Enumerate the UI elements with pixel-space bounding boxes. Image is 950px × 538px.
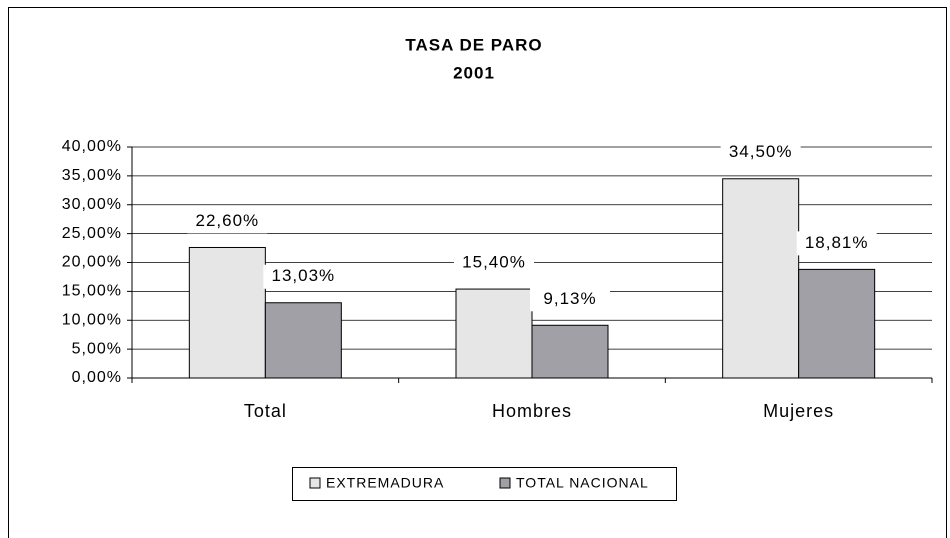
y-tick-label: 40,00% xyxy=(62,138,122,155)
chart-title: TASA DE PARO xyxy=(405,35,542,54)
bar xyxy=(264,302,342,379)
value-label: 15,40% xyxy=(462,253,526,272)
bar xyxy=(722,178,800,379)
legend-swatch xyxy=(499,477,511,489)
x-tick-label: Mujeres xyxy=(763,401,834,421)
legend-label: TOTAL NACIONAL xyxy=(516,475,649,491)
legend-label: EXTREMADURA xyxy=(326,475,444,491)
chart-frame xyxy=(8,7,947,538)
value-label-bg xyxy=(187,209,268,234)
y-tick-label: 25,00% xyxy=(62,225,122,242)
y-tick-label: 30,00% xyxy=(62,196,122,213)
value-label: 34,50% xyxy=(729,142,793,161)
value-label-bg xyxy=(263,264,344,289)
x-tick-label: Hombres xyxy=(492,401,572,421)
y-tick-label: 35,00% xyxy=(62,167,122,184)
x-tick-label: Total xyxy=(244,401,287,421)
y-tick-label: 5,00% xyxy=(72,340,122,357)
value-label-bg xyxy=(454,251,534,276)
value-label: 18,81% xyxy=(805,233,869,252)
bar xyxy=(798,268,876,379)
y-tick-label: 20,00% xyxy=(62,254,122,271)
value-label: 22,60% xyxy=(195,211,259,230)
value-label-bg xyxy=(530,287,610,312)
value-label-bg xyxy=(796,231,877,256)
value-label: 13,03% xyxy=(271,266,335,285)
legend-swatch xyxy=(309,477,321,489)
bar xyxy=(531,324,609,379)
value-label: 9,13% xyxy=(543,289,596,308)
legend-box xyxy=(292,467,677,501)
bar xyxy=(188,246,266,379)
value-label-bg xyxy=(720,140,801,165)
y-tick-label: 0,00% xyxy=(72,369,122,386)
bar xyxy=(455,288,533,379)
y-tick-label: 10,00% xyxy=(62,311,122,328)
chart-subtitle: 2001 xyxy=(453,63,495,82)
y-tick-label: 15,00% xyxy=(62,283,122,300)
